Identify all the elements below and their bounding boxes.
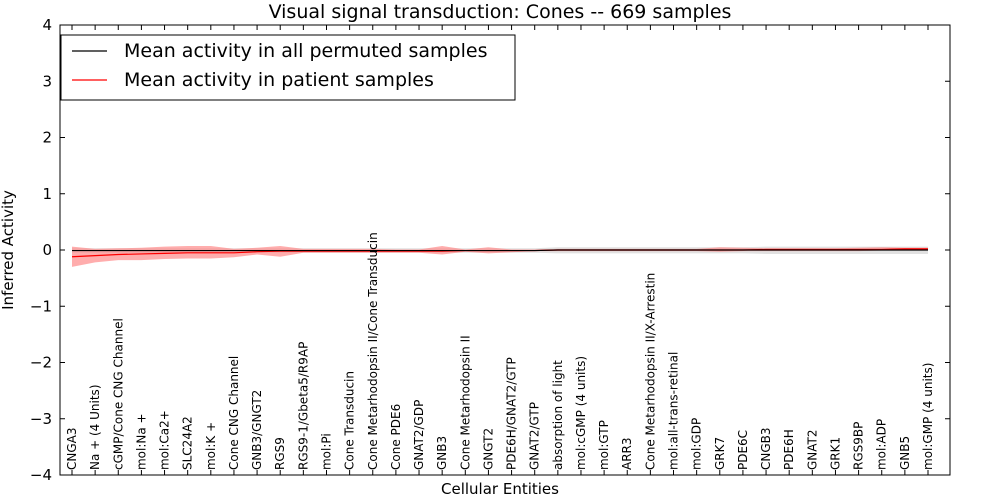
x-tick-label: GRK7 <box>713 437 727 470</box>
line-layer <box>71 248 928 258</box>
legend-box <box>60 34 516 101</box>
y-tick-label: 0 <box>42 241 52 259</box>
x-tick-label: Cone Transducin <box>343 371 357 470</box>
x-tick-label: Cone Metarhodopsin II/X-Arrestin <box>643 273 657 470</box>
y-axis-label: Inferred Activity <box>0 190 17 310</box>
x-tick-label: Cone Metarhodopsin II/Cone Transducin <box>366 232 380 470</box>
x-tick-label: mol:Ca2+ <box>158 410 172 470</box>
x-tick-label: mol:Na + <box>134 413 148 470</box>
x-tick-label: Cone Metarhodopsin II <box>458 335 472 470</box>
x-tick-label: mol:GMP (4 units) <box>921 363 935 470</box>
x-tick-label: GNB3 <box>435 436 449 470</box>
x-tick-label: cGMP/Cone CNG Channel <box>111 318 125 470</box>
y-tick-label: −2 <box>30 354 52 372</box>
x-tick-label: mol:ADP <box>875 419 889 470</box>
y-tick-label: −3 <box>30 410 52 428</box>
x-tick-label: mol:all-trans-retinal <box>667 352 681 470</box>
y-tick-label: −1 <box>30 297 52 315</box>
x-tick-label: GNAT2/GDP <box>412 400 426 470</box>
chart-title: Visual signal transduction: Cones -- 669… <box>269 1 732 23</box>
x-tick-label: Cone CNG Channel <box>227 356 241 470</box>
x-tick-label: mol:cGMP (4 units) <box>574 356 588 470</box>
x-axis-label: Cellular Entities <box>441 480 559 498</box>
y-axis: 4 3 2 1 0 −1 −2 −3 −4 <box>30 16 950 484</box>
x-tick-label: PDE6H/GNAT2/GTP <box>505 357 519 470</box>
x-tick-label: mol:GTP <box>597 420 611 470</box>
x-tick-label: Cone PDE6 <box>389 404 403 470</box>
y-tick-label: 2 <box>42 129 52 147</box>
x-tick-label: RGS9-1/Gbeta5/R9AP <box>296 342 310 470</box>
x-tick-label: mol:GDP <box>690 418 704 470</box>
x-axis: CNGA3 Na + (4 Units) cGMP/Cone CNG Channel… <box>65 25 935 475</box>
y-tick-label: 1 <box>42 185 52 203</box>
x-tick-label: RGS9 <box>273 437 287 470</box>
x-tick-label: CNGB3 <box>759 427 773 470</box>
x-tick-label: GNB5 <box>898 436 912 470</box>
x-tick-label: GNB3/GNGT2 <box>250 390 264 470</box>
x-tick-label: mol:K + <box>204 422 218 470</box>
y-tick-label: 3 <box>42 72 52 90</box>
x-tick-label: absorption of light <box>551 360 565 470</box>
x-tick-label: CNGA3 <box>65 428 79 471</box>
x-tick-label: GNAT2/GTP <box>528 402 542 470</box>
x-tick-label: mol:Pi <box>319 433 333 470</box>
x-tick-label: ARR3 <box>620 437 634 470</box>
legend: Mean activity in all permuted samples Me… <box>60 34 516 101</box>
x-tick-label: PDE6H <box>782 429 796 470</box>
x-tick-label: PDE6C <box>736 430 750 470</box>
x-tick-label: GNGT2 <box>481 428 495 470</box>
x-tick-label: Na + (4 Units) <box>88 384 102 470</box>
x-tick-label: RGS9BP <box>852 422 866 470</box>
legend-label-patient: Mean activity in patient samples <box>124 69 434 91</box>
y-tick-label: −4 <box>30 466 52 484</box>
y-tick-label: 4 <box>42 16 52 34</box>
series-line-permuted <box>72 249 928 252</box>
x-tick-label: GNAT2 <box>805 429 819 470</box>
legend-label-permuted: Mean activity in all permuted samples <box>124 40 487 62</box>
x-tick-label: GRK1 <box>828 437 842 470</box>
x-tick-label: SLC24A2 <box>181 416 195 470</box>
